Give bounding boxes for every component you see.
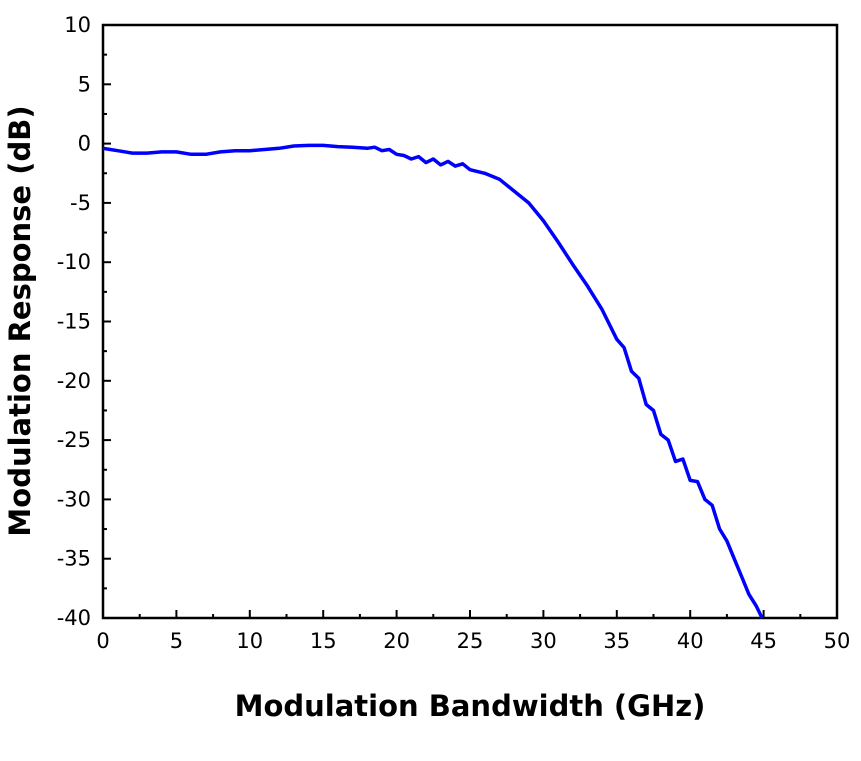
y-tick-label: -30 xyxy=(57,487,91,511)
y-tick-label: -5 xyxy=(70,191,91,215)
x-tick-label: 15 xyxy=(310,629,337,653)
x-tick-label: 45 xyxy=(750,629,777,653)
x-tick-label: 50 xyxy=(824,629,851,653)
x-tick-label: 10 xyxy=(236,629,263,653)
x-tick-label: 20 xyxy=(383,629,410,653)
plot-frame xyxy=(101,23,839,620)
y-tick-label: -20 xyxy=(57,369,91,393)
series-line-modulation-response xyxy=(102,143,764,619)
y-tick-label: 10 xyxy=(64,13,91,37)
x-tick-label: 40 xyxy=(677,629,704,653)
y-tick-label: 0 xyxy=(78,132,91,156)
x-tick-label: 0 xyxy=(96,629,109,653)
y-tick-label: -10 xyxy=(57,250,91,274)
x-axis-label: Modulation Bandwidth (GHz) xyxy=(235,689,706,723)
y-axis-label: Modulation Response (dB) xyxy=(3,105,37,536)
x-tick-label: 5 xyxy=(170,629,183,653)
x-tick-label: 25 xyxy=(457,629,484,653)
y-tick-label: -35 xyxy=(57,547,91,571)
x-tick-label: 35 xyxy=(603,629,630,653)
x-tick-label: 30 xyxy=(530,629,557,653)
y-tick-label: -40 xyxy=(57,606,91,630)
y-tick-label: -25 xyxy=(57,428,91,452)
y-tick-label: 5 xyxy=(78,72,91,96)
y-tick-label: -15 xyxy=(57,310,91,334)
